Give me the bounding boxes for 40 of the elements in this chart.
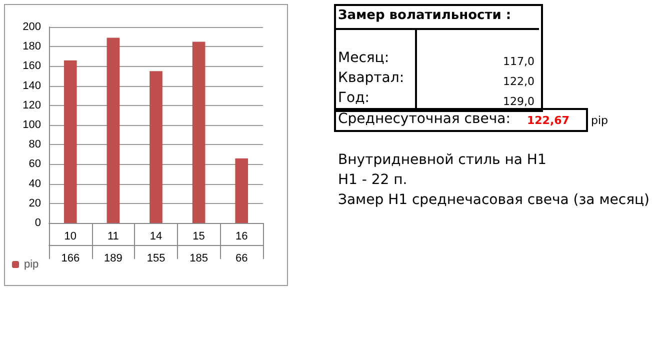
y-tick-label: 40 xyxy=(28,178,41,190)
y-tick-label: 200 xyxy=(22,21,41,33)
data-label: 185 xyxy=(190,252,208,264)
y-tick-label: 60 xyxy=(28,158,41,170)
text: Замер волатильности : xyxy=(338,8,512,23)
y-tick-label: 180 xyxy=(22,40,41,53)
x-tick-label: 10 xyxy=(64,230,77,242)
legend-label: pip xyxy=(24,258,39,270)
bar xyxy=(192,42,206,223)
text: H1 - 22 п. xyxy=(338,172,408,188)
y-tick-label: 140 xyxy=(22,80,41,92)
text: Замер H1 среднечасовая свеча (за месяц) xyxy=(338,192,650,208)
bar xyxy=(64,60,77,223)
text: Квартал: xyxy=(338,70,404,86)
text: 129,0 xyxy=(503,95,534,108)
x-tick-label: 14 xyxy=(150,230,162,242)
text: 122,0 xyxy=(503,75,534,88)
text: 117,0 xyxy=(503,55,534,68)
bar xyxy=(106,38,120,223)
text: Среднесуточная свеча: xyxy=(338,111,510,127)
bar xyxy=(150,71,162,223)
data-label: 189 xyxy=(104,252,122,264)
x-tick-label: 15 xyxy=(192,230,205,242)
y-tick-label: 20 xyxy=(28,197,41,210)
x-tick-label: 11 xyxy=(107,230,119,242)
y-tick-label: 120 xyxy=(22,99,41,112)
text: Год: xyxy=(338,90,370,106)
text: Внутридневной стиль на H1 xyxy=(338,152,546,168)
text: Месяц: xyxy=(338,50,390,66)
bar xyxy=(235,158,248,223)
y-tick-label: 0 xyxy=(34,217,41,229)
y-tick-label: 100 xyxy=(22,119,41,131)
y-tick-label: 80 xyxy=(28,138,41,151)
x-tick-label: 16 xyxy=(235,230,248,242)
text: 122,67 xyxy=(527,114,570,127)
data-label: 155 xyxy=(146,252,166,264)
text: pip xyxy=(591,114,608,127)
y-tick-label: 160 xyxy=(22,60,41,72)
data-label: 66 xyxy=(235,252,248,264)
data-label: 166 xyxy=(61,252,80,264)
